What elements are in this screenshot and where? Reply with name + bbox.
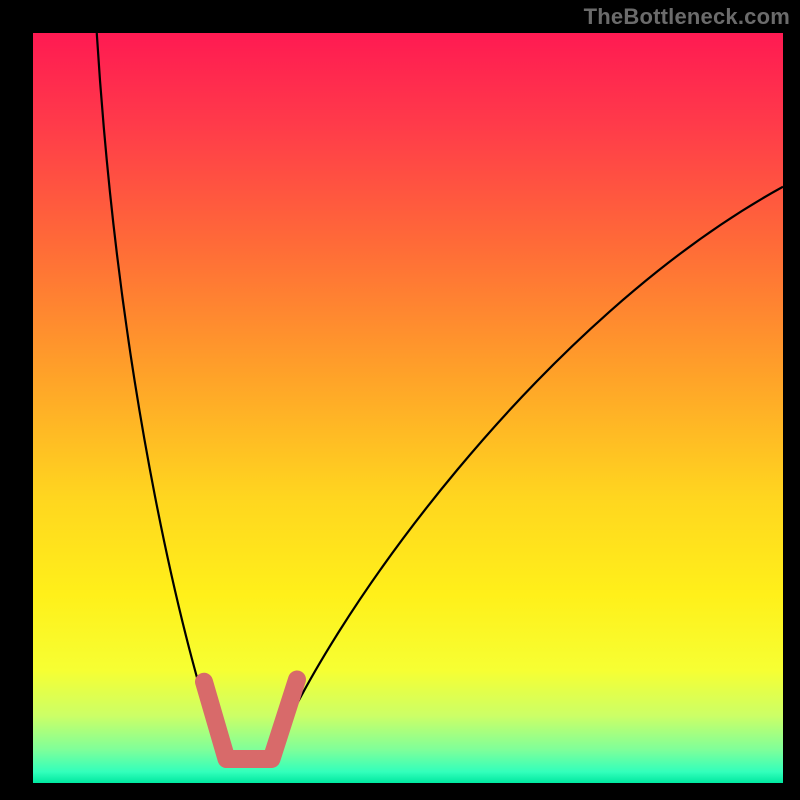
gradient-background	[33, 33, 783, 783]
chart-frame: TheBottleneck.com	[0, 0, 800, 800]
watermark-text: TheBottleneck.com	[584, 4, 790, 30]
bottleneck-chart	[33, 33, 783, 783]
plot-area	[33, 33, 783, 783]
